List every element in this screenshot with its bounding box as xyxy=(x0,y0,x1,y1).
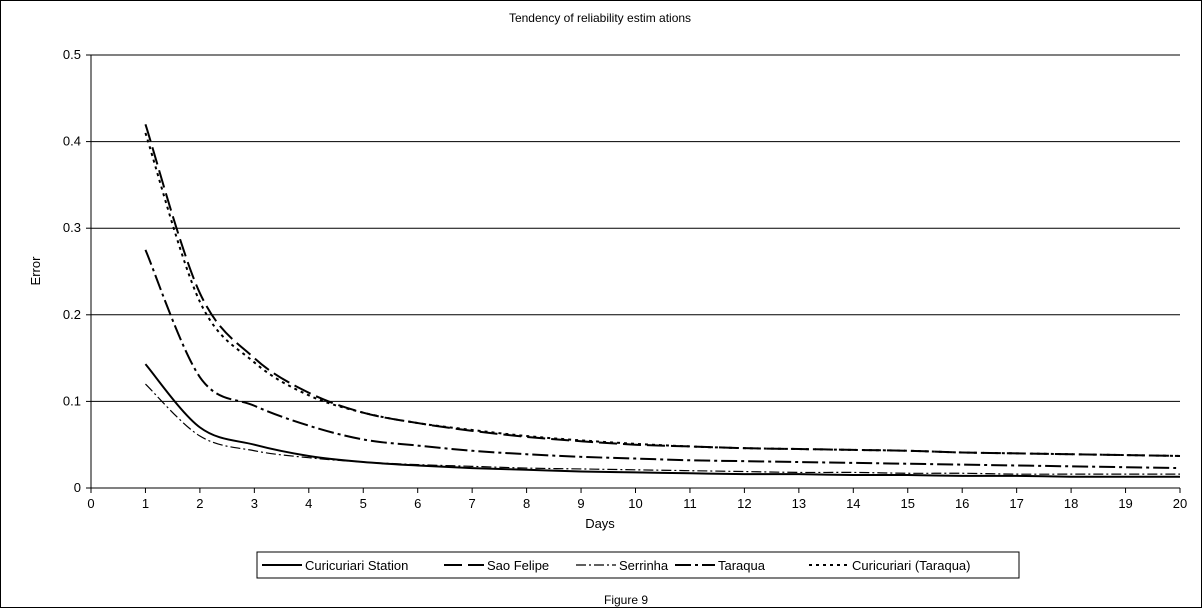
series-line-3 xyxy=(144,249,1181,470)
legend-box xyxy=(256,551,1020,579)
x-tick-label-12: 12 xyxy=(737,496,751,511)
series-line-0 xyxy=(144,363,1180,478)
x-tick-label-5: 5 xyxy=(360,496,367,511)
x-tick-label-11: 11 xyxy=(683,496,697,511)
x-tick-label-2: 2 xyxy=(196,496,203,511)
x-tick-label-4: 4 xyxy=(305,496,312,511)
chart-title: Tendency of reliability estim ations xyxy=(509,11,691,25)
legend-label-1: Sao Felipe xyxy=(487,558,549,573)
x-tick-label-3: 3 xyxy=(251,496,258,511)
x-tick-label-6: 6 xyxy=(414,496,421,511)
axes: 00.10.20.30.40.50 1 2 3 4 5 6 7 8 9 10 11 12 13 14 15 16… xyxy=(63,47,1187,511)
series-line-1 xyxy=(144,123,1181,457)
series-line-2 xyxy=(145,383,1180,475)
legend-label-4: Curicuriari (Taraqua) xyxy=(852,558,970,573)
x-tick-label-18: 18 xyxy=(1064,496,1078,511)
y-tick-label-3: 0.3 xyxy=(63,220,81,235)
x-tick-label-9: 9 xyxy=(577,496,584,511)
y-tick-label-0: 0 xyxy=(74,480,81,495)
y-tick-label-1: 0.1 xyxy=(63,393,81,408)
x-axis-label: Days xyxy=(585,516,615,531)
y-tick-label-4: 0.4 xyxy=(63,134,81,149)
x-tick-label-1: 1 xyxy=(142,496,149,511)
x-tick-label-20: 20 xyxy=(1173,496,1187,511)
x-tick-label-15: 15 xyxy=(901,496,915,511)
x-tick-label-0: 0 xyxy=(87,496,94,511)
x-tick-label-13: 13 xyxy=(792,496,806,511)
y-axis-label: Error xyxy=(28,256,43,286)
y-tick-label-2: 0.2 xyxy=(63,307,81,322)
legend-label-3: Taraqua xyxy=(718,558,766,573)
x-tick-label-10: 10 xyxy=(628,496,642,511)
x-tick-label-16: 16 xyxy=(955,496,969,511)
gridlines xyxy=(91,54,1180,402)
series-line-4 xyxy=(144,132,1181,457)
y-tick-label-5: 0.5 xyxy=(63,47,81,62)
x-tick-label-8: 8 xyxy=(523,496,530,511)
x-tick-label-7: 7 xyxy=(469,496,476,511)
legend-label-0: Curicuriari Station xyxy=(305,558,408,573)
x-tick-label-19: 19 xyxy=(1118,496,1132,511)
x-tick-label-17: 17 xyxy=(1009,496,1023,511)
series-lines xyxy=(144,123,1181,478)
x-tick-label-14: 14 xyxy=(846,496,860,511)
legend: Curicuriari Station Sao Felipe Serrinha Tar… xyxy=(256,551,1020,579)
legend-label-2: Serrinha xyxy=(619,558,669,573)
figure-caption: Figure 9 xyxy=(604,593,648,607)
